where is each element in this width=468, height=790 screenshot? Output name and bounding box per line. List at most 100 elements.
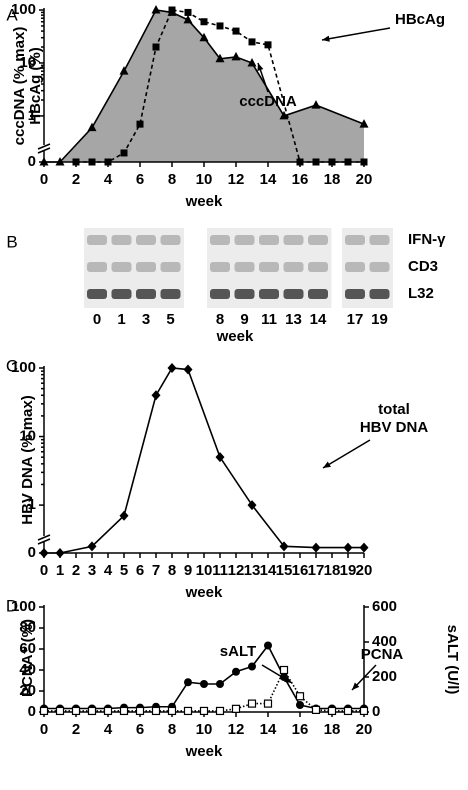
x-tick-label: 20	[356, 562, 373, 579]
marker	[296, 158, 304, 166]
lane-label: 0	[93, 311, 101, 328]
y-axis-label: HBV DNA (% max)	[19, 395, 36, 524]
x-tick-label: 8	[168, 721, 176, 738]
y-tick-label: 0	[28, 703, 36, 720]
marker	[183, 364, 193, 375]
band	[87, 262, 107, 272]
marker	[231, 704, 241, 713]
marker	[231, 51, 241, 61]
x-tick-label: 10	[196, 721, 213, 738]
lane-label: 8	[216, 311, 224, 328]
y-tick-label: 100	[11, 598, 36, 615]
x-tick-label: 18	[324, 562, 341, 579]
band	[369, 235, 390, 245]
marker	[279, 110, 289, 120]
band	[160, 289, 181, 299]
x-tick-label: 18	[324, 171, 341, 188]
marker	[103, 706, 113, 716]
y2-tick-label: 400	[372, 633, 397, 650]
marker	[39, 157, 49, 166]
marker	[183, 706, 193, 716]
marker	[168, 6, 176, 14]
row-label: IFN-γ	[408, 231, 446, 248]
x-tick-label: 7	[152, 562, 160, 579]
x-tick-label: 0	[40, 171, 48, 188]
x-tick-label: 6	[136, 721, 144, 738]
marker	[232, 667, 240, 676]
marker	[119, 510, 129, 521]
marker	[151, 390, 161, 401]
marker	[120, 149, 128, 157]
x-tick-label: 2	[72, 721, 80, 738]
x-tick-label: 12	[228, 562, 245, 579]
y2-tick-label: 200	[372, 668, 397, 685]
x-tick-label: 20	[356, 721, 373, 738]
marker	[359, 119, 369, 128]
lane-label: 13	[285, 311, 302, 328]
y2-axis-label: sALT (U/l)	[444, 625, 461, 695]
series-line	[44, 367, 364, 554]
y-axis-label: PCNA⁺ (%)	[19, 619, 36, 697]
marker	[119, 66, 129, 75]
arrow-head	[322, 35, 330, 42]
arrow	[321, 27, 391, 41]
x-tick-label: 20	[356, 171, 373, 188]
marker	[55, 157, 65, 166]
band	[259, 235, 279, 245]
marker	[151, 5, 161, 14]
y-tick-label: 10	[19, 54, 36, 71]
band	[308, 289, 328, 299]
x-tick-label: 10	[196, 562, 213, 579]
lane-label: 3	[142, 311, 150, 328]
marker	[359, 542, 369, 553]
y-tick-label: 100	[11, 359, 36, 376]
marker	[328, 158, 336, 166]
x-tick-label: 16	[292, 721, 309, 738]
lane-label: 1	[117, 311, 125, 328]
y-tick-label: 1	[28, 107, 36, 124]
marker	[247, 57, 257, 67]
series-line	[44, 9, 365, 163]
marker	[167, 363, 177, 373]
arrow-head	[257, 63, 264, 71]
annotation: HBV DNA	[360, 419, 429, 436]
x-tick-label: 14	[260, 721, 277, 738]
band	[160, 235, 181, 245]
y-axis-label: cccDNA (% max)	[11, 27, 28, 146]
band	[345, 262, 365, 272]
marker	[152, 43, 160, 51]
series-line	[44, 644, 364, 710]
band	[210, 289, 230, 299]
marker	[215, 452, 225, 463]
lane-label: 14	[310, 311, 327, 328]
x-tick-label: 6	[136, 562, 144, 579]
marker	[264, 41, 272, 49]
series-line	[44, 668, 364, 712]
area	[44, 10, 364, 162]
arrow	[322, 439, 371, 469]
marker	[184, 678, 192, 687]
row-label: CD3	[408, 258, 438, 275]
marker	[184, 8, 192, 16]
arrow-head	[352, 682, 360, 690]
y-tick-label: 40	[19, 661, 36, 678]
band	[136, 235, 156, 245]
marker	[327, 706, 337, 716]
marker	[343, 706, 353, 716]
band	[136, 289, 156, 299]
marker	[39, 548, 49, 558]
x-tick-label: 16	[292, 171, 309, 188]
marker	[71, 706, 81, 716]
marker	[72, 158, 80, 166]
x-axis-label: week	[185, 584, 223, 601]
x-tick-label: 8	[168, 562, 176, 579]
x-tick-label: 0	[40, 562, 48, 579]
lane-label: 5	[166, 311, 174, 328]
marker	[215, 53, 225, 63]
band	[259, 262, 279, 272]
band	[283, 289, 304, 299]
marker	[200, 18, 208, 26]
axis-break	[37, 534, 51, 541]
marker	[247, 699, 257, 708]
